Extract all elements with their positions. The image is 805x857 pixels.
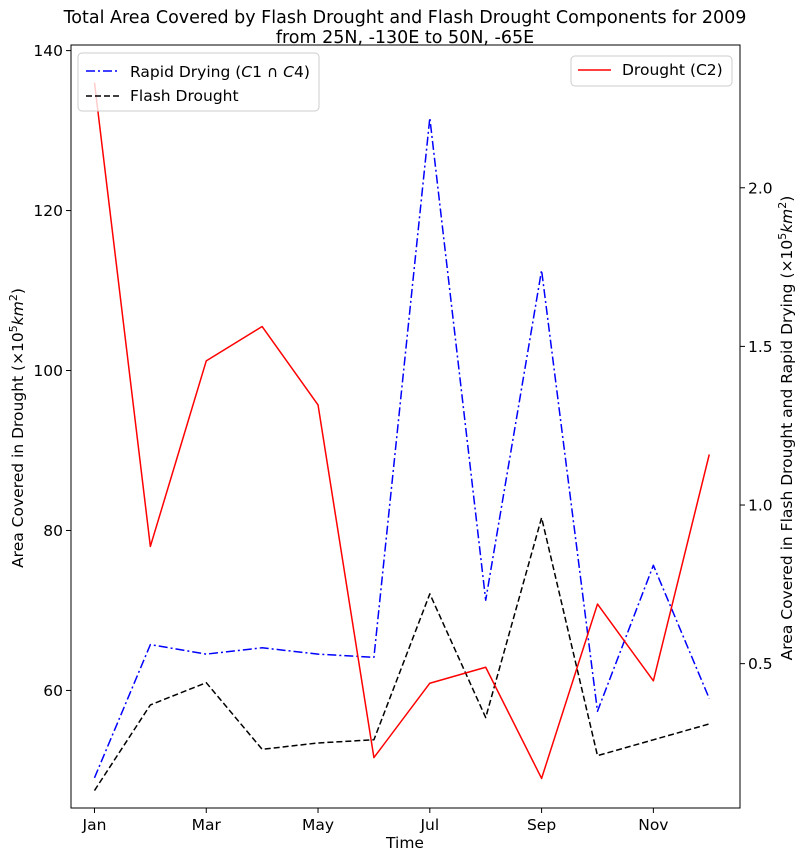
left-y-tick-label: 100	[33, 362, 63, 380]
chart-subtitle: from 25N, -130E to 50N, -65E	[276, 28, 534, 48]
right-y-tick-label: 1.0	[748, 497, 773, 515]
series-line-drought-c2	[93, 82, 710, 780]
x-tick-label: Mar	[192, 816, 222, 834]
right-y-tick-label: 1.5	[748, 338, 773, 356]
right-y-axis-label: Area Covered in Flash Drought and Rapid …	[776, 196, 796, 661]
left-y-axis-ticks: 60 80 100 120 140	[33, 42, 71, 700]
left-y-tick-label: 120	[33, 202, 63, 220]
legend-label-flash-drought: Flash Drought	[130, 87, 239, 105]
left-y-axis-label-text: Area Covered in Drought (×10	[9, 332, 27, 568]
legend-label-rapid-drying: Rapid Drying (C1 ∩ C4)	[130, 63, 310, 81]
legend-left: Rapid Drying (C1 ∩ C4) Flash Drought	[77, 52, 320, 112]
legend-label-drought: Drought (C2)	[622, 61, 723, 79]
x-tick-label: May	[302, 816, 334, 834]
x-tick-label: Jan	[82, 816, 107, 834]
legend-right: Drought (C2)	[570, 55, 733, 87]
right-y-tick-label: 0.5	[748, 655, 773, 673]
x-axis-ticks: Jan Mar May Jul Sep Nov	[82, 808, 669, 834]
legend-left-box	[77, 52, 320, 112]
series-line-flash-drought	[93, 516, 710, 791]
right-y-tick-label: 2.0	[748, 179, 773, 197]
left-y-tick-label: 80	[43, 522, 63, 540]
series-lines	[93, 82, 710, 791]
x-axis-label: Time	[385, 834, 424, 852]
legend-right-box	[570, 55, 733, 87]
x-tick-label: Jul	[419, 816, 439, 834]
left-y-tick-label: 140	[33, 42, 63, 60]
chart-title: Total Area Covered by Flash Drought and …	[63, 8, 747, 28]
x-tick-label: Nov	[638, 816, 668, 834]
series-line-rapid-drying-c1-c4	[93, 117, 710, 779]
right-y-axis-ticks: 0.5 1.0 1.5 2.0	[740, 179, 773, 673]
left-y-axis-label: Area Covered in Drought (×105km2)	[7, 288, 27, 568]
plot-area	[70, 44, 741, 809]
x-tick-label: Sep	[527, 816, 556, 834]
left-y-tick-label: 60	[43, 682, 63, 700]
right-y-axis-label-text: Area Covered in Flash Drought and Rapid …	[778, 240, 796, 661]
